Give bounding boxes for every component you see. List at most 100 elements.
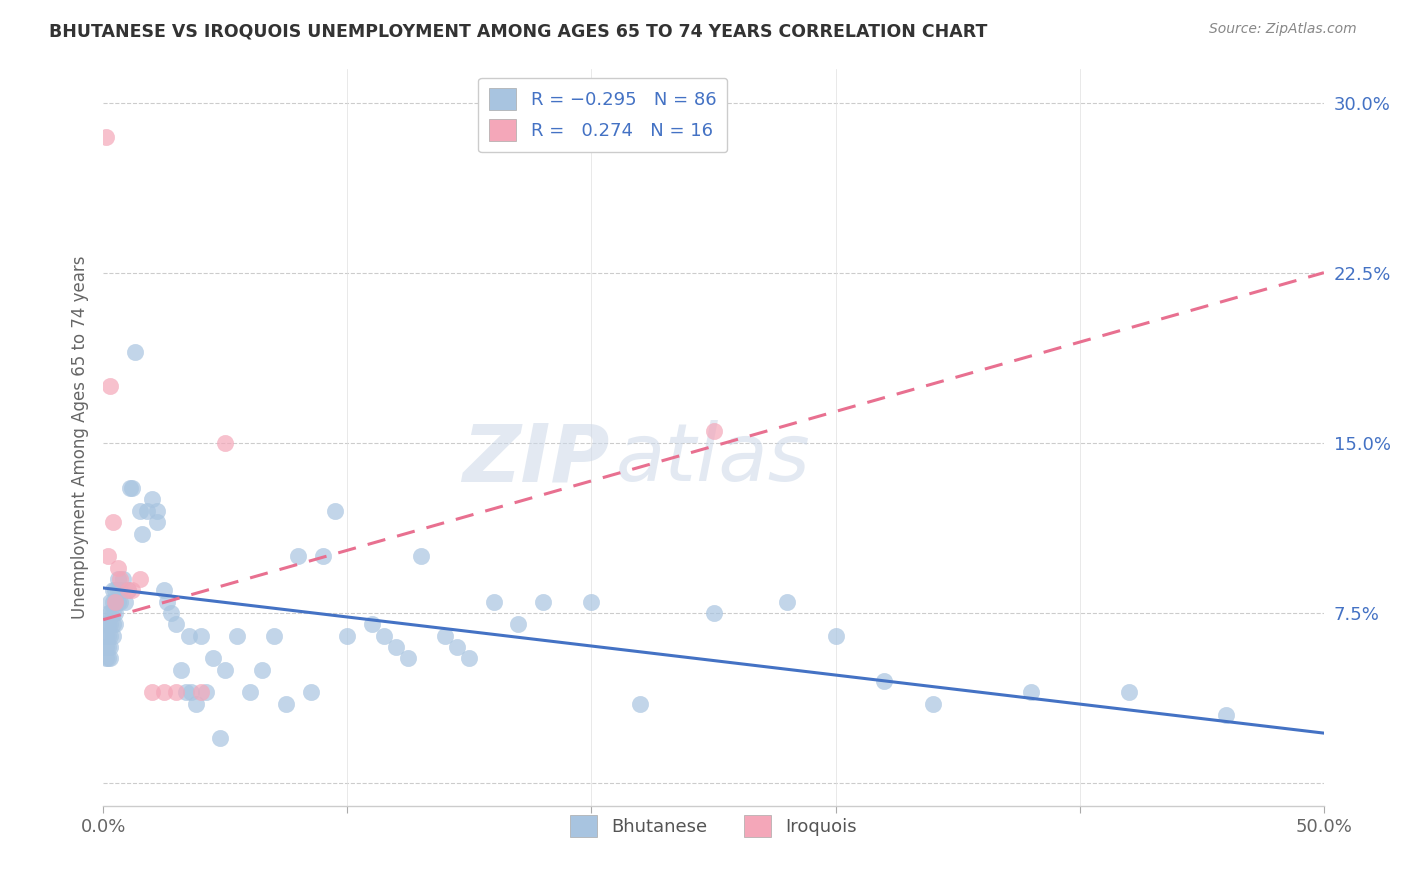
Point [104,583,127,598]
Point [97,640,120,654]
Point [201,651,224,665]
Point [508,617,530,632]
Point [628,697,651,711]
Point [101,594,124,608]
Point [263,629,285,643]
Point [97,651,120,665]
Point [117,583,139,598]
Point [101,606,124,620]
Point [94,617,117,632]
Point [104,606,127,620]
Text: atlas: atlas [616,420,811,499]
Point [100,617,122,632]
Point [153,583,176,598]
Y-axis label: Unemployment Among Ages 65 to 74 years: Unemployment Among Ages 65 to 74 years [72,255,89,619]
Point [128,572,150,586]
Point [287,549,309,564]
Point [336,629,359,643]
Point [174,685,197,699]
Point [276,697,298,711]
Point [165,685,187,699]
Point [214,663,236,677]
Point [101,583,124,598]
Point [194,685,217,699]
Point [190,685,212,699]
Point [100,640,122,654]
Point [101,617,124,632]
Point [146,504,169,518]
Point [184,697,207,711]
Point [136,504,159,518]
Point [226,629,249,643]
Point [94,129,117,144]
Point [1215,708,1237,723]
Point [97,549,120,564]
Point [124,345,146,359]
Point [117,583,139,598]
Point [190,629,212,643]
Point [107,583,129,598]
Point [155,594,177,608]
Point [100,379,122,393]
Point [458,651,481,665]
Point [111,572,134,586]
Point [160,606,183,620]
Point [121,583,143,598]
Point [94,651,117,665]
Point [1019,685,1042,699]
Point [100,629,122,643]
Point [118,481,141,495]
Point [101,629,124,643]
Point [180,685,202,699]
Point [165,617,187,632]
Point [100,651,122,665]
Point [702,425,724,439]
Point [107,572,129,586]
Point [209,731,232,745]
Point [922,697,945,711]
Point [409,549,432,564]
Point [128,504,150,518]
Point [110,594,132,608]
Point [1118,685,1140,699]
Point [433,629,456,643]
Point [153,685,176,699]
Point [114,594,136,608]
Point [104,617,127,632]
Point [824,629,846,643]
Point [396,651,419,665]
Point [101,515,124,529]
Point [373,629,395,643]
Point [177,629,200,643]
Point [312,549,335,564]
Point [385,640,408,654]
Point [360,617,382,632]
Point [581,594,603,608]
Point [214,435,236,450]
Point [170,663,193,677]
Point [873,673,896,688]
Point [446,640,468,654]
Point [104,594,127,608]
Point [531,594,554,608]
Point [141,685,163,699]
Point [141,492,163,507]
Point [121,481,143,495]
Point [250,663,273,677]
Point [131,526,153,541]
Point [299,685,322,699]
Point [110,572,132,586]
Point [97,606,120,620]
Point [110,583,132,598]
Point [482,594,505,608]
Point [107,594,129,608]
Point [97,617,120,632]
Point [107,560,129,574]
Legend: Bhutanese, Iroquois: Bhutanese, Iroquois [562,808,865,845]
Text: ZIP: ZIP [463,420,610,499]
Point [776,594,799,608]
Text: BHUTANESE VS IROQUOIS UNEMPLOYMENT AMONG AGES 65 TO 74 YEARS CORRELATION CHART: BHUTANESE VS IROQUOIS UNEMPLOYMENT AMONG… [49,22,987,40]
Point [702,606,724,620]
Point [100,594,122,608]
Point [94,640,117,654]
